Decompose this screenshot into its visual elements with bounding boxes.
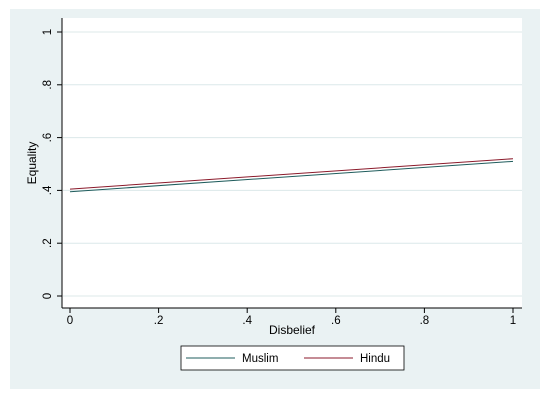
y-tick-label: .4 [42, 185, 54, 195]
grid-lines [63, 31, 522, 297]
y-tick-label: .2 [42, 238, 54, 248]
x-axis-ticks: 0 .2 .4 .6 .8 1 [67, 308, 516, 327]
x-tick-label: .8 [420, 315, 430, 327]
x-tick-label: .4 [242, 315, 252, 327]
x-axis-label: Disbelief [269, 323, 316, 337]
y-tick-label: .6 [42, 133, 54, 143]
y-axis-label: Equality [25, 142, 39, 185]
series-lines [69, 158, 514, 193]
axes [61, 18, 522, 309]
y-tick-label: 1 [42, 29, 54, 35]
x-tick-label: 0 [67, 315, 73, 327]
x-tick-label: .2 [154, 315, 164, 327]
x-tick-label: 1 [510, 315, 516, 327]
y-tick-label: .8 [42, 80, 54, 90]
y-tick-label: 0 [42, 293, 54, 299]
legend: Muslim Hindu [180, 345, 405, 371]
x-tick-label: .6 [331, 315, 341, 327]
series-line-hindu [69, 158, 514, 190]
y-axis-ticks: 0 .2 .4 .6 .8 1 [42, 29, 62, 299]
series-line-muslim [69, 160, 514, 193]
legend-label-hindu: Hindu [360, 353, 390, 365]
legend-label-muslim: Muslim [242, 353, 278, 365]
